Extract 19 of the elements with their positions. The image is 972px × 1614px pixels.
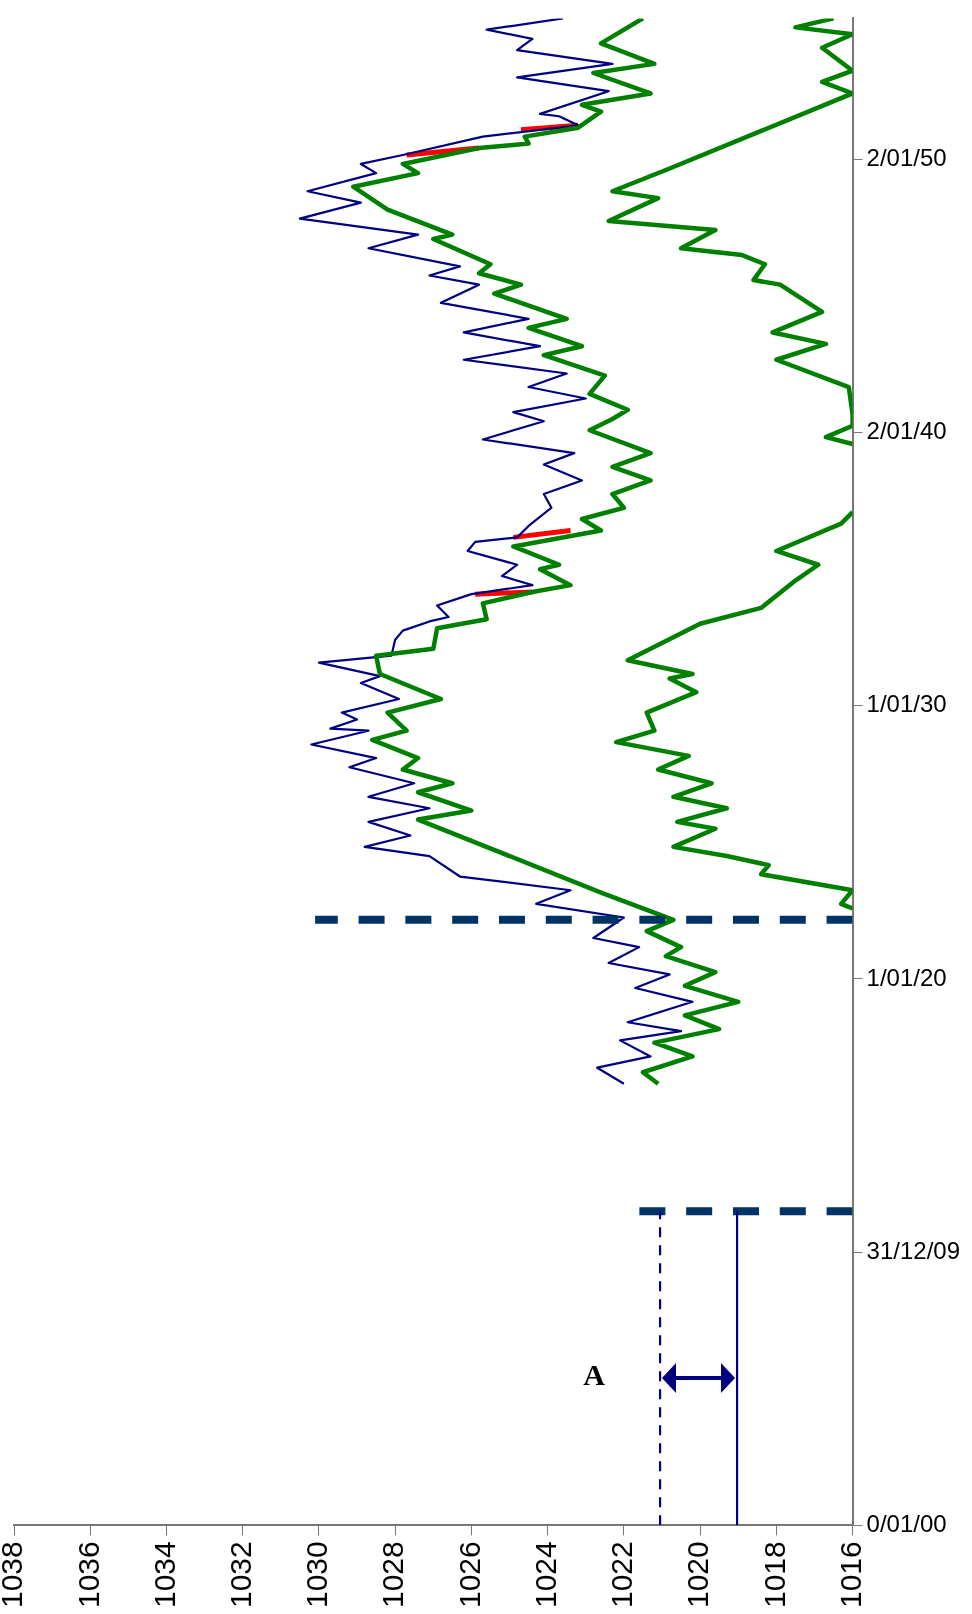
x-tick-label: 1020 xyxy=(681,1541,715,1609)
x-tick-label: 1030 xyxy=(300,1541,334,1609)
y-tick-label: 1/01/20 xyxy=(866,963,947,991)
x-tick-label: 1024 xyxy=(528,1541,562,1609)
x-tick-label: 1036 xyxy=(71,1541,105,1609)
x-tick-label: 1038 xyxy=(0,1541,29,1609)
x-tick-label: 1028 xyxy=(376,1541,410,1609)
x-tick-label: 1016 xyxy=(833,1541,867,1609)
y-tick-label: 31/12/09 xyxy=(866,1236,960,1264)
x-tick-label: 1032 xyxy=(223,1541,257,1609)
annotation: A xyxy=(583,1358,606,1392)
x-tick-label: 1022 xyxy=(605,1541,639,1609)
y-tick-label: 1/01/30 xyxy=(866,690,947,718)
y-tick-label: 2/01/50 xyxy=(866,143,947,171)
x-tick-label: 1034 xyxy=(147,1541,181,1609)
y-tick-label: 2/01/40 xyxy=(866,417,947,445)
x-tick-label: 1026 xyxy=(452,1541,486,1609)
y-tick-label: 0/01/00 xyxy=(866,1509,947,1537)
x-tick-label: 1018 xyxy=(757,1541,791,1609)
